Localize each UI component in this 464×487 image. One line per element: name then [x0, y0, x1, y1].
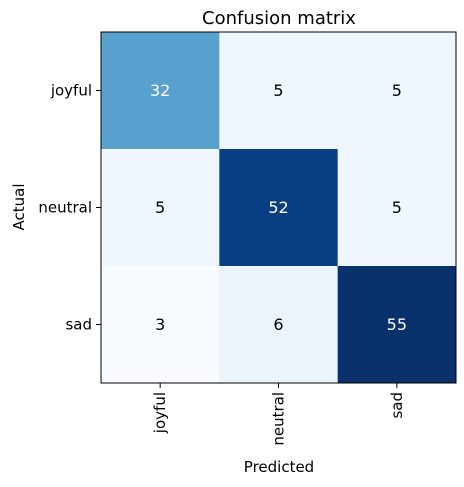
cell-value-label: 5 [392, 198, 402, 217]
cell-value-label: 55 [387, 315, 407, 334]
x-tick-label: joyful [151, 392, 169, 434]
chart-title: Confusion matrix [202, 8, 356, 29]
x-tick-label: sad [388, 392, 406, 419]
x-axis-label: Predicted [244, 458, 314, 476]
cell-value-label: 3 [155, 315, 165, 334]
cell-value-label: 5 [155, 198, 165, 217]
cell-value-label: 52 [268, 198, 288, 217]
y-tick-label: joyful [50, 82, 92, 100]
heatmap-cell [101, 149, 220, 267]
cell-value-labels: 32 5 55 52 53 6 55 [150, 81, 407, 334]
heatmap-cell [101, 32, 220, 150]
heatmap-cell [337, 266, 457, 384]
cell-value-label: 5 [273, 81, 283, 100]
heatmap-cell [219, 266, 339, 384]
x-tick-label: neutral [270, 392, 288, 446]
y-axis-ticks: joyful neutral sad [38, 82, 101, 334]
y-tick-label: neutral [38, 199, 92, 217]
cell-value-label: 5 [392, 81, 402, 100]
heatmap-cell [219, 32, 339, 150]
cell-value-label: 32 [150, 81, 170, 100]
x-axis-ticks: joyful neutral sad [151, 383, 406, 446]
heatmap-cells [101, 32, 457, 384]
heatmap-cell [219, 149, 339, 267]
cell-value-label: 6 [273, 315, 283, 334]
heatmap-cell [337, 149, 457, 267]
y-tick-label: sad [65, 316, 92, 334]
heatmap-cell [337, 32, 457, 150]
heatmap-cell [101, 266, 220, 384]
y-axis-label: Actual [10, 184, 28, 231]
